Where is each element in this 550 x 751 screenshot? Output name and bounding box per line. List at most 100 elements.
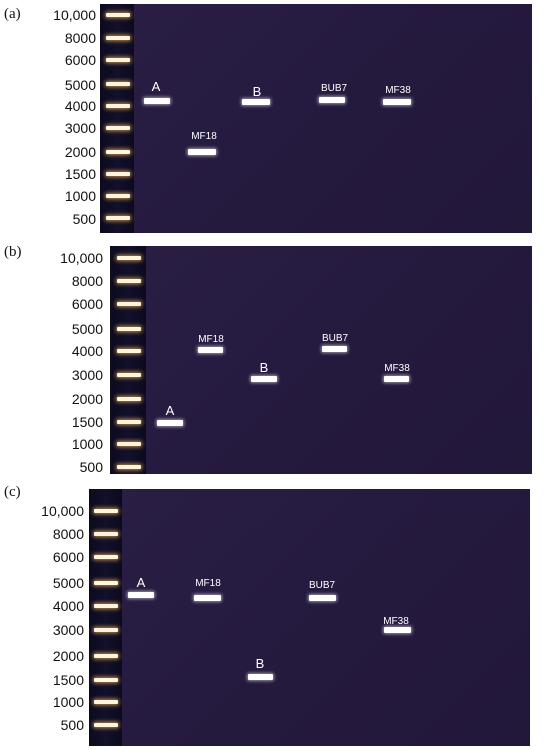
lane-label-mf38: MF38 [385, 85, 411, 96]
ladder-lane [89, 489, 122, 746]
ladder-label-1500: 1500 [64, 166, 96, 182]
ladder-band [94, 555, 118, 559]
lane-label-bub7: BUB7 [320, 83, 348, 94]
ladder-label-1000: 1000 [52, 694, 84, 710]
ladder-label-4000: 4000 [71, 343, 103, 359]
lane-label-b: B [252, 84, 262, 99]
ladder-label-2000: 2000 [71, 391, 103, 407]
ladder-lane [110, 246, 146, 474]
ladder-band [106, 216, 130, 220]
lane-label-mf38: MF38 [383, 616, 409, 627]
ladder-label-1500: 1500 [71, 414, 103, 430]
gel-image: A MF18 B BUB7 MF38 [110, 246, 532, 474]
band-a [144, 98, 170, 104]
ladder-label-6000: 6000 [64, 52, 96, 68]
band-mf18 [194, 595, 221, 601]
lane-label-mf18: MF18 [191, 131, 217, 142]
ladder-band [106, 194, 130, 198]
panel-b: (b) 10,000 8000 6000 5000 4000 3000 2000… [0, 240, 550, 480]
lane-label-a: A [165, 403, 175, 418]
ladder-band [117, 442, 141, 446]
band-b [242, 99, 270, 105]
ladder-band [117, 279, 141, 283]
ladder-band [106, 82, 130, 86]
ladder-label-10000: 10,000 [60, 250, 103, 266]
ladder-label-10000: 10,000 [53, 7, 96, 23]
band-bub7 [319, 97, 345, 103]
lane-label-b: B [259, 360, 269, 375]
panel-a: (a) 10,000 8000 6000 5000 4000 3000 2000… [0, 0, 550, 240]
ladder-label-500: 500 [60, 717, 84, 733]
ladder-band [106, 36, 130, 40]
ladder-labels: 10,000 8000 6000 5000 4000 3000 2000 150… [0, 240, 103, 480]
gel-image: A MF18 B BUB7 MF38 [89, 489, 530, 746]
ladder-band [94, 509, 118, 513]
lane-label-mf18: MF18 [195, 578, 221, 589]
lane-label-a: A [136, 575, 146, 590]
lane-label-bub7: BUB7 [308, 580, 336, 591]
panel-c: (c) 10,000 8000 6000 5000 4000 3000 2000… [0, 480, 550, 751]
band-bub7 [322, 346, 347, 352]
band-a [128, 592, 154, 598]
ladder-band [94, 700, 118, 704]
panel-label: (b) [4, 244, 22, 260]
band-b [251, 376, 277, 382]
ladder-label-4000: 4000 [64, 98, 96, 114]
ladder-label-6000: 6000 [52, 549, 84, 565]
band-mf18 [188, 149, 216, 155]
ladder-label-500: 500 [72, 211, 96, 227]
ladder-band [117, 373, 141, 377]
ladder-label-5000: 5000 [52, 575, 84, 591]
ladder-band [106, 172, 130, 176]
ladder-label-6000: 6000 [71, 296, 103, 312]
ladder-lane [100, 4, 134, 233]
ladder-label-5000: 5000 [64, 77, 96, 93]
band-mf38 [384, 376, 409, 382]
panel-label: (a) [4, 6, 21, 22]
ladder-labels: 10,000 8000 6000 5000 4000 3000 2000 150… [0, 480, 84, 751]
ladder-band [117, 397, 141, 401]
ladder-label-8000: 8000 [71, 273, 103, 289]
ladder-label-5000: 5000 [71, 321, 103, 337]
ladder-label-3000: 3000 [71, 367, 103, 383]
ladder-band [117, 302, 141, 306]
ladder-label-4000: 4000 [52, 598, 84, 614]
band-mf38 [383, 99, 411, 105]
ladder-band [117, 420, 141, 424]
ladder-band [106, 104, 130, 108]
ladder-band [94, 604, 118, 608]
ladder-band [117, 327, 141, 331]
ladder-label-500: 500 [79, 459, 103, 475]
ladder-band [106, 150, 130, 154]
panel-label: (c) [4, 484, 21, 500]
lane-label-b: B [255, 656, 265, 671]
lane-label-bub7: BUB7 [321, 333, 349, 344]
ladder-band [94, 628, 118, 632]
ladder-band [117, 465, 141, 469]
ladder-band [106, 126, 130, 130]
gel-image: A MF18 B BUB7 MF38 [100, 4, 532, 233]
ladder-labels: 10,000 8000 6000 5000 4000 3000 2000 150… [0, 0, 96, 240]
band-bub7 [309, 595, 336, 601]
ladder-band [94, 678, 118, 682]
ladder-band [94, 581, 118, 585]
ladder-band [94, 654, 118, 658]
band-a [157, 420, 183, 426]
ladder-band [94, 723, 118, 727]
ladder-label-8000: 8000 [64, 30, 96, 46]
ladder-label-8000: 8000 [52, 526, 84, 542]
ladder-label-10000: 10,000 [41, 503, 84, 519]
ladder-label-1000: 1000 [64, 188, 96, 204]
ladder-band [106, 13, 130, 17]
ladder-label-2000: 2000 [64, 144, 96, 160]
band-mf18 [198, 347, 223, 353]
lane-label-a: A [151, 79, 161, 94]
band-b [248, 674, 273, 680]
band-mf38 [384, 627, 411, 633]
ladder-label-1000: 1000 [71, 436, 103, 452]
lane-label-mf18: MF18 [198, 334, 224, 345]
ladder-band [94, 532, 118, 536]
ladder-band [117, 349, 141, 353]
ladder-label-3000: 3000 [64, 120, 96, 136]
